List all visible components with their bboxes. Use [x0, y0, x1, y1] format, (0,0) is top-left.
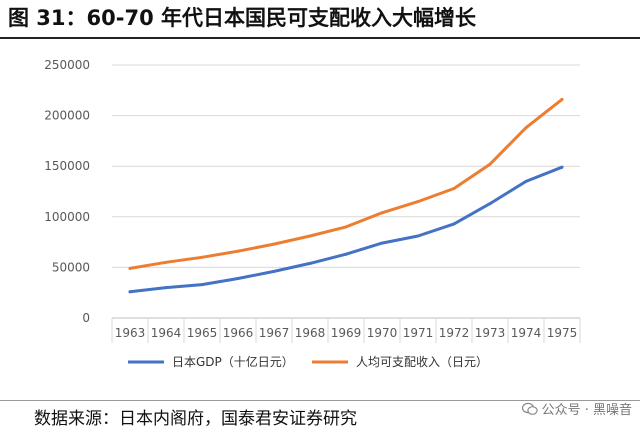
y-tick-label: 100000 — [44, 210, 90, 224]
x-tick-label: 1968 — [295, 326, 326, 340]
data-point — [308, 234, 312, 238]
footer-divider — [0, 400, 640, 401]
data-point — [524, 179, 528, 183]
legend: 日本GDP（十亿日元） 人均可支配收入（日元） — [128, 354, 488, 369]
data-point — [416, 200, 420, 204]
x-tick-label: 1974 — [511, 326, 542, 340]
x-tick-label: 1967 — [259, 326, 290, 340]
watermark-text: 公众号 · 黑噪音 — [541, 403, 632, 418]
data-point — [128, 290, 132, 294]
x-axis-ticks: 1963 1964 1965 1966 1967 1968 1969 1970 1971 1972… — [111, 318, 581, 343]
x-tick-label: 1969 — [331, 326, 362, 340]
data-point — [380, 241, 384, 245]
data-point — [380, 211, 384, 215]
data-point — [272, 269, 276, 273]
data-point — [308, 261, 312, 265]
title-divider — [0, 37, 640, 39]
y-tick-label: 250000 — [44, 58, 90, 72]
data-point — [164, 260, 168, 264]
x-tick-label: 1975 — [547, 326, 578, 340]
source-note: 数据来源：日本内阁府，国泰君安证券研究 — [34, 409, 357, 429]
data-point — [452, 186, 456, 190]
page-title: 图 31：60-70 年代日本国民可支配收入大幅增长 — [8, 6, 477, 30]
x-tick-label: 1972 — [439, 326, 470, 340]
wechat-icon — [521, 402, 538, 415]
data-point — [560, 165, 564, 169]
data-point — [164, 286, 168, 290]
legend-label-1: 日本GDP（十亿日元） — [172, 354, 294, 369]
y-tick-label: 150000 — [44, 159, 90, 173]
x-tick-label: 1973 — [475, 326, 506, 340]
data-point — [524, 126, 528, 130]
data-point — [236, 277, 240, 281]
data-point — [560, 97, 564, 101]
data-point — [200, 255, 204, 259]
data-point — [452, 222, 456, 226]
data-point — [488, 162, 492, 166]
x-tick-label: 1966 — [223, 326, 254, 340]
x-tick-label: 1964 — [151, 326, 182, 340]
data-point — [200, 283, 204, 287]
x-tick-label: 1970 — [367, 326, 398, 340]
legend-label-2: 人均可支配收入（日元） — [356, 355, 488, 369]
data-point — [416, 234, 420, 238]
series-lines — [128, 97, 564, 294]
x-tick-label: 1963 — [115, 326, 146, 340]
data-point — [236, 249, 240, 253]
data-point — [344, 252, 348, 256]
x-tick-label: 1965 — [187, 326, 218, 340]
data-point — [128, 266, 132, 270]
gridlines — [112, 64, 580, 319]
y-tick-label: 50000 — [52, 260, 90, 274]
data-point — [488, 202, 492, 206]
y-tick-label: 200000 — [44, 109, 90, 123]
data-point — [344, 225, 348, 229]
series-line-2 — [128, 97, 564, 270]
series-line-1 — [128, 165, 564, 294]
x-tick-label: 1971 — [403, 326, 434, 340]
data-point — [272, 242, 276, 246]
watermark: 公众号 · 黑噪音 — [521, 399, 632, 418]
y-tick-label: 0 — [82, 311, 90, 325]
y-axis-ticks: 0 50000 100000 150000 200000 250000 — [44, 58, 90, 325]
